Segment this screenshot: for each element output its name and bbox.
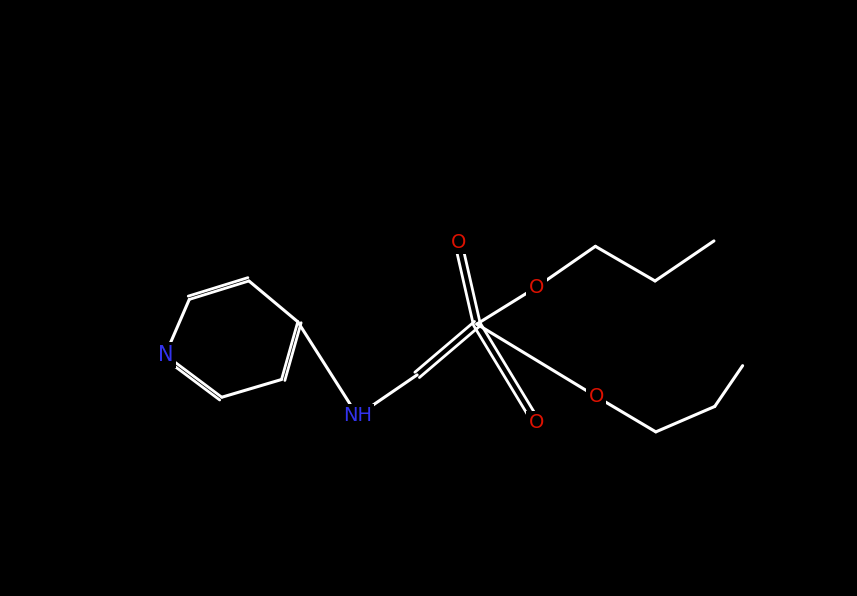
Text: O: O xyxy=(529,278,544,297)
Text: O: O xyxy=(529,413,544,432)
Text: O: O xyxy=(451,233,466,252)
Text: O: O xyxy=(589,387,604,406)
Text: N: N xyxy=(158,345,173,365)
Text: NH: NH xyxy=(343,406,372,425)
